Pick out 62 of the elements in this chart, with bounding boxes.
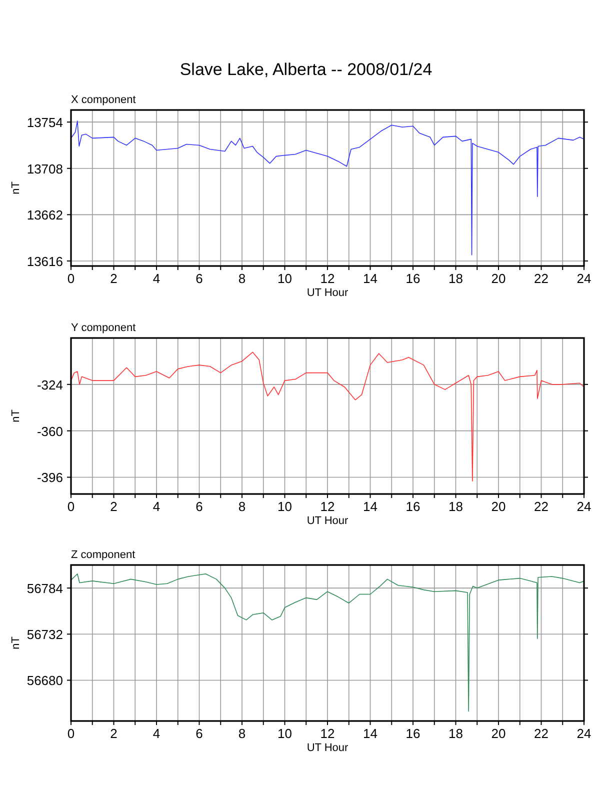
y-tick-label: -396: [36, 470, 63, 486]
line-series: [70, 573, 584, 712]
y-tick-label: 56732: [26, 627, 63, 642]
x-tick-label: 8: [238, 499, 246, 514]
x-tick-label: 6: [196, 271, 203, 286]
x-tick-label: 12: [320, 499, 335, 514]
x-tick-label: 6: [196, 726, 203, 741]
x-tick-label: 18: [448, 271, 463, 286]
x-tick-label: 8: [238, 726, 246, 741]
x-tick-label: 4: [152, 499, 160, 514]
x-tick-label: 22: [534, 271, 548, 286]
y-axis-title: nT: [10, 636, 22, 650]
x-tick-label: 18: [448, 499, 463, 514]
chart-title: Slave Lake, Alberta -- 2008/01/24: [180, 60, 432, 79]
x-tick-label: 6: [196, 499, 203, 514]
x-tick-label: 0: [67, 271, 75, 286]
x-tick-label: 14: [363, 499, 378, 514]
y-tick-label: -360: [36, 424, 63, 439]
x-tick-label: 0: [67, 726, 75, 741]
line-series: [70, 352, 584, 482]
x-tick-label: 22: [534, 499, 548, 514]
y-tick-label: 13616: [26, 254, 63, 269]
x-tick-label: 16: [406, 499, 420, 514]
x-tick-label: 12: [320, 726, 335, 741]
x-tick-label: 10: [278, 499, 292, 514]
x-tick-label: 10: [278, 726, 292, 741]
y-tick-label: 13708: [26, 161, 63, 176]
x-tick-label: 8: [238, 271, 246, 286]
chart-subtitle: X component: [71, 94, 136, 106]
x-tick-label: 4: [152, 726, 160, 741]
x-tick-label: 16: [406, 271, 420, 286]
x-tick-label: 14: [363, 726, 378, 741]
line-series: [70, 120, 584, 256]
x-tick-label: 2: [110, 726, 118, 741]
x-tick-label: 16: [406, 726, 420, 741]
y-axis-title: nT: [10, 409, 22, 422]
x-axis-title: UT Hour: [306, 742, 349, 754]
x-tick-label: 24: [576, 726, 592, 741]
x-tick-label: 0: [67, 499, 75, 514]
y-tick-label: 13754: [26, 115, 63, 130]
x-tick-label: 18: [448, 726, 463, 741]
y-tick-label: 56784: [26, 581, 63, 596]
x-tick-label: 24: [576, 271, 592, 286]
x-tick-label: 10: [278, 271, 292, 286]
y-tick-label: 13662: [26, 208, 63, 223]
x-tick-label: 20: [491, 271, 506, 286]
x-tick-label: 22: [534, 726, 548, 741]
x-tick-label: 2: [110, 499, 118, 514]
chart-title: Z component: [71, 549, 136, 561]
y-axis-title: nT: [10, 181, 22, 194]
x-tick-label: 20: [491, 499, 506, 514]
chart-title: Y component: [71, 322, 136, 334]
y-tick-label: 56680: [26, 673, 63, 688]
x-tick-label: 12: [320, 271, 335, 286]
x-axis-title: UT Hour: [306, 287, 349, 299]
x-axis-title: UT Hour: [306, 515, 349, 527]
x-tick-label: 20: [491, 726, 506, 741]
y-tick-label: -324: [36, 377, 63, 392]
x-tick-label: 2: [110, 271, 118, 286]
x-tick-label: 4: [152, 271, 160, 286]
x-tick-label: 24: [576, 499, 592, 514]
x-tick-label: 14: [363, 271, 378, 286]
